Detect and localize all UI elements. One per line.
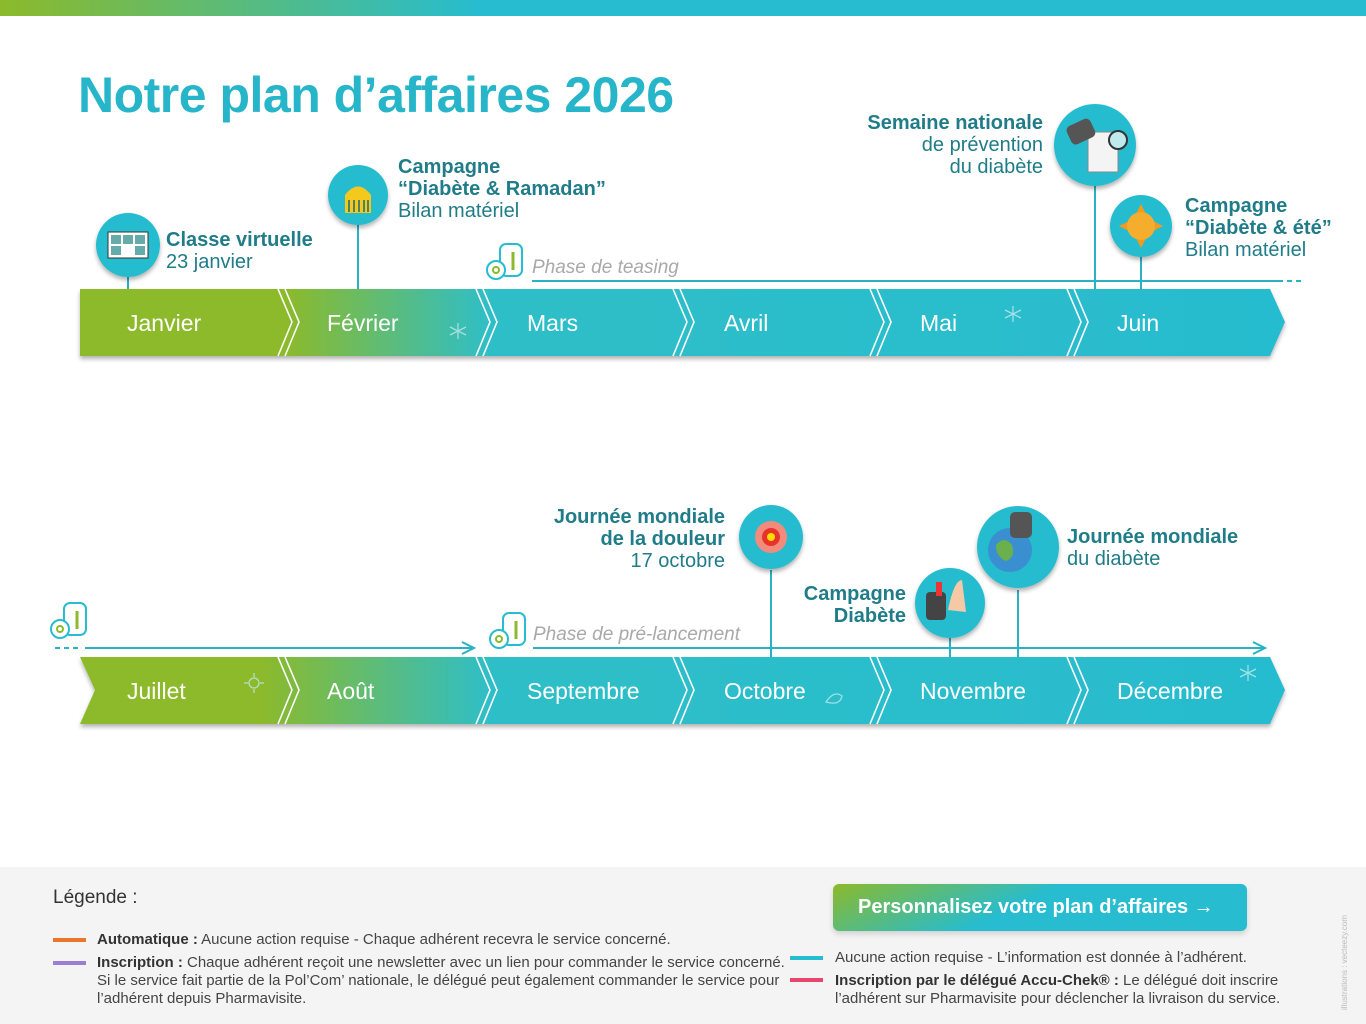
legend-title: Légende : <box>53 887 138 908</box>
legend-text: Aucune action requise - L’information es… <box>835 949 1247 966</box>
sun-rays <box>1119 204 1163 248</box>
phase-prelancement-label: Phase de pré-lancement <box>533 624 741 645</box>
month-mai: Mai <box>920 310 958 336</box>
event-subtitle: du diabète <box>949 156 1043 178</box>
event-title: “Diabète & Ramadan” <box>398 178 606 200</box>
legend-text: l’adhérent sur Pharmavisite pour déclenc… <box>835 990 1281 1007</box>
legend-item-inscription: Inscription : Chaque adhérent reçoit une… <box>97 954 785 1008</box>
month-juillet: Juillet <box>127 678 186 704</box>
timeline-bar-row1 <box>80 289 1285 356</box>
sun-outline-icon <box>244 673 264 693</box>
event-campagne-ramadan: Campagne “Diabète & Ramadan” Bilan matérie… <box>398 156 606 222</box>
legend-swatch-orange <box>53 938 86 942</box>
legend-swatch-purple <box>53 961 86 965</box>
event-title: Journée mondiale <box>1067 526 1239 548</box>
month-avril: Avril <box>724 310 769 336</box>
personalize-plan-button[interactable]: Personnalisez votre plan d’affaires → <box>833 884 1247 931</box>
month-octobre: Octobre <box>724 678 806 704</box>
phase-icon <box>489 612 526 649</box>
leaf-icon <box>824 693 843 704</box>
legend-text: l’adhérent depuis Pharmavisite. <box>97 990 307 1007</box>
page-title: Notre plan d’affaires 2026 <box>78 67 674 123</box>
event-title: Classe virtuelle <box>166 229 313 251</box>
event-campagne-diabete: Campagne Diabète <box>804 583 906 627</box>
month-fevrier: Février <box>327 310 399 336</box>
legend-item-information: Aucune action requise - L’information es… <box>835 949 1247 967</box>
legend-label: Inscription : <box>97 954 183 971</box>
event-subtitle: de prévention <box>921 134 1043 156</box>
event-subtitle: du diabète <box>1067 548 1161 570</box>
event-title: Semaine nationale <box>867 112 1043 134</box>
legend-item-automatique: Automatique : Aucune action requise - Ch… <box>97 931 671 949</box>
legend-text: Aucune action requise - Chaque adhérent … <box>197 931 671 948</box>
legend-swatch-teal <box>790 956 823 960</box>
event-classe-virtuelle: Classe virtuelle 23 janvier <box>166 229 313 273</box>
phase-icon <box>486 243 523 280</box>
snowflake-icon <box>449 323 467 339</box>
legend-label: Inscription par le délégué Accu-Chek® : <box>835 972 1119 989</box>
illustration-credit: illustrations : vecteezy.com <box>1340 915 1349 1010</box>
month-septembre: Septembre <box>527 678 640 704</box>
event-journee-diabete: Journée mondiale du diabète <box>1067 526 1238 570</box>
timeline-graphics <box>50 104 1305 725</box>
event-campagne-ete: Campagne “Diabète & été” Bilan matériel <box>1185 195 1332 261</box>
legend-text: Chaque adhérent reçoit une newsletter av… <box>182 954 785 971</box>
legend-text: Le délégué doit inscrire <box>1118 972 1279 989</box>
legend-item-delegue: Inscription par le délégué Accu-Chek® : … <box>835 972 1280 1008</box>
event-subtitle: Bilan matériel <box>398 200 520 222</box>
event-title: Campagne <box>398 156 501 178</box>
event-date: 23 janvier <box>166 251 253 273</box>
legend-swatch-pink <box>790 978 823 982</box>
month-novembre: Novembre <box>920 678 1027 704</box>
event-journee-douleur: Journée mondiale de la douleur 17 octobre <box>554 506 725 572</box>
month-decembre: Décembre <box>1117 678 1224 704</box>
phase-teasing-label: Phase de teasing <box>532 257 679 278</box>
event-date: 17 octobre <box>630 550 725 572</box>
timeline-bar-row2 <box>80 657 1285 724</box>
legend-text: Si le service fait partie de la Pol’Com’… <box>97 972 780 989</box>
legend-label: Automatique : <box>97 931 198 948</box>
top-gradient-bar <box>0 0 1366 16</box>
event-title: Diabète <box>833 605 906 627</box>
event-title: Campagne <box>1185 195 1288 217</box>
event-title: “Diabète & été” <box>1185 217 1332 239</box>
month-mars: Mars <box>527 310 579 336</box>
event-semaine-nationale: Semaine nationale de prévention du diabète <box>867 112 1043 178</box>
month-janvier: Janvier <box>127 310 202 336</box>
snowflake-icon <box>1239 665 1257 681</box>
phase-icon <box>50 602 87 639</box>
month-juin: Juin <box>1117 310 1160 336</box>
month-aout: Août <box>327 678 375 704</box>
event-subtitle: Bilan matériel <box>1185 239 1307 261</box>
event-title: de la douleur <box>600 528 725 550</box>
snowflake-icon <box>1004 306 1022 322</box>
event-title: Journée mondiale <box>553 506 725 528</box>
event-title: Campagne <box>803 583 906 605</box>
